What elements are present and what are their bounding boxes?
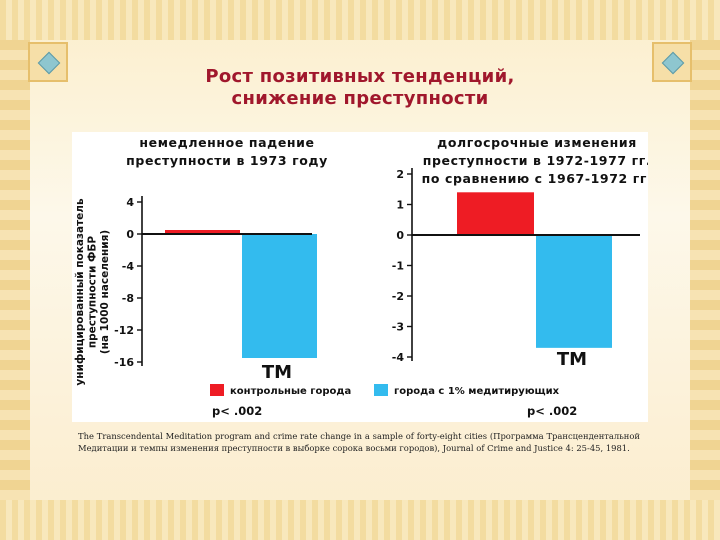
y-tick-label: -16 bbox=[114, 356, 134, 369]
bar-tm-cities bbox=[242, 234, 317, 358]
legend: контрольные города города с 1% медитирующ… bbox=[210, 384, 560, 397]
bar-control-cities bbox=[165, 230, 240, 234]
charts-svg: унифицированный показательпреступности Ф… bbox=[74, 135, 652, 418]
y-axis-label-line: унифицированный показатель bbox=[74, 198, 86, 386]
slide-title: Рост позитивных тенденций, снижение прес… bbox=[0, 66, 720, 110]
bar-control-cities bbox=[457, 192, 534, 235]
title-line-1: Рост позитивных тенденций, bbox=[205, 66, 515, 87]
y-tick-label: -2 bbox=[392, 290, 404, 303]
y-tick-label: 0 bbox=[126, 228, 134, 241]
ornament-bottom-border bbox=[0, 500, 720, 540]
y-tick-label: 4 bbox=[126, 196, 134, 209]
title-line-2: снижение преступности bbox=[231, 88, 489, 109]
chart-title-line: немедленное падение bbox=[139, 135, 314, 150]
ornament-left-pillar bbox=[0, 40, 30, 500]
tm-bar-label: TM bbox=[262, 362, 292, 383]
y-axis-label-line: преступности ФБР bbox=[87, 236, 99, 349]
y-tick-label: -3 bbox=[392, 321, 404, 334]
y-tick-label: -8 bbox=[122, 292, 134, 305]
chart-title-line: преступности в 1973 году bbox=[126, 153, 328, 168]
ornament-top-border bbox=[0, 0, 720, 40]
y-axis-label-line: (на 1000 населения) bbox=[99, 230, 111, 354]
y-axis-label-text: унифицированный показательпреступности Ф… bbox=[74, 198, 111, 386]
y-tick-label: 0 bbox=[396, 229, 404, 242]
chart-title-line: долгосрочные изменения bbox=[437, 135, 637, 150]
y-tick-label: -4 bbox=[392, 351, 405, 364]
y-tick-label: -1 bbox=[392, 260, 404, 273]
p-value-label: p< .002 bbox=[212, 404, 262, 418]
p-value-label: p< .002 bbox=[527, 404, 577, 418]
chart-long-term-change: долгосрочные изменения преступности в 197… bbox=[392, 135, 652, 418]
chart-title-line: по сравнению с 1967-1972 гг. bbox=[422, 171, 648, 186]
y-tick-label: -12 bbox=[114, 324, 134, 337]
legend-swatch-tm bbox=[374, 384, 388, 396]
ornament-corner-tile bbox=[28, 42, 68, 82]
legend-label-tm: города с 1% медитирующих bbox=[394, 386, 560, 397]
ornament-corner-tile bbox=[652, 42, 692, 82]
ornament-right-pillar bbox=[690, 40, 720, 500]
y-tick-label: -4 bbox=[122, 260, 135, 273]
source-caption: The Transcendental Meditation program an… bbox=[78, 431, 640, 453]
bar-tm-cities bbox=[536, 235, 612, 348]
chart-immediate-drop: немедленное падение преступности в 1973 г… bbox=[114, 135, 328, 418]
chart-panel: унифицированный показательпреступности Ф… bbox=[72, 132, 652, 422]
legend-swatch-control bbox=[210, 384, 224, 396]
y-tick-label: 1 bbox=[396, 199, 404, 212]
y-axis-label: унифицированный показательпреступности Ф… bbox=[74, 198, 111, 386]
chart-title-line: преступности в 1972-1977 гг. bbox=[423, 153, 648, 168]
tm-bar-label: TM bbox=[557, 349, 587, 370]
y-tick-label: 2 bbox=[396, 168, 404, 181]
legend-label-control: контрольные города bbox=[230, 386, 351, 397]
